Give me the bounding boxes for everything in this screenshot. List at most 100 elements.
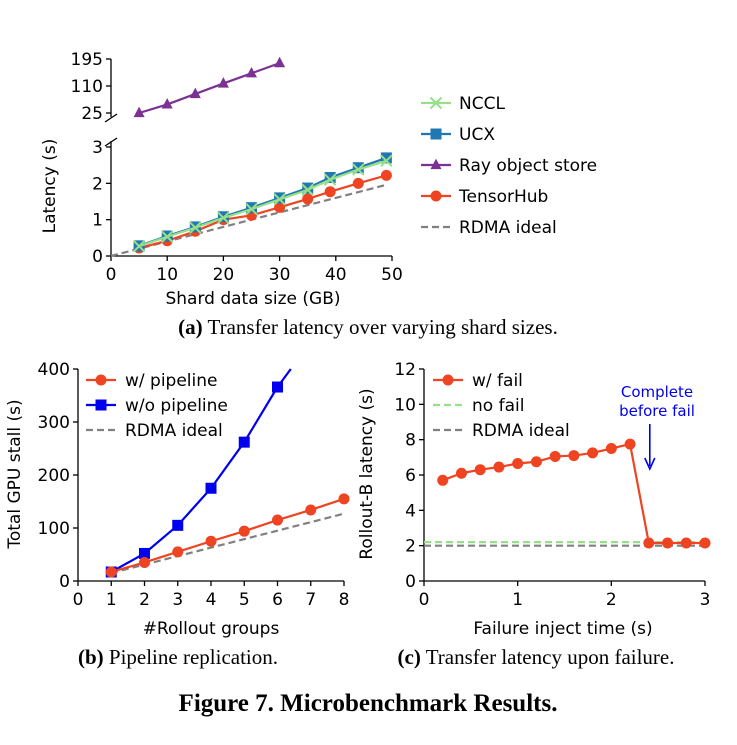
panel-a-xlabel: Shard data size (GB) [165, 289, 340, 309]
a-series-tensorhub-point-5 [274, 201, 286, 213]
a-series-tensorhub-point-7 [324, 186, 336, 198]
a-series-nccl-point-6-stroke-2 [301, 183, 314, 197]
b-y-tick-label-200: 200 [38, 466, 70, 486]
a-series-ray-object-store-point-4 [246, 66, 257, 78]
panel-c-xlabel: Failure inject time (s) [473, 619, 652, 639]
panel-b-xlabel: #Rollout groups [143, 619, 280, 639]
a-series-tensorhub-point-8 [352, 177, 364, 189]
panel-a-ticks: 0 10 20 30 40 50 0 1 2 3 25 110 195 [71, 50, 403, 285]
c-series-w-fail-point-11 [643, 537, 655, 549]
a-legend-rdma-ideal-label: RDMA ideal [459, 218, 557, 238]
b-series-w-pipeline-point-1 [139, 556, 150, 568]
a-series-ucx-point-9 [380, 152, 392, 164]
c-y-tick-label-0: 0 [405, 572, 416, 592]
c-series-w-fail-point-10 [624, 438, 636, 450]
panel-c-marks [424, 438, 711, 549]
b-x-tick-label-4: 4 [206, 590, 217, 610]
c-series-w-fail-point-9 [605, 443, 617, 454]
b-x-tick-label-6: 6 [272, 590, 283, 610]
b-series-w-o-pipeline-point-1 [139, 547, 150, 559]
c-series-w-fail-point-6 [549, 450, 561, 462]
b-x-tick-label-7: 7 [305, 590, 316, 610]
b-series-w-pipeline-point-2 [172, 546, 184, 558]
panel-b-legend: w/ pipeline w/o pipeline RDMA ideal [86, 371, 228, 441]
b-series-w-pipeline-line [110, 497, 345, 574]
c-series-w-fail-point-4 [512, 458, 524, 470]
c-series-w-fail-point-12 [662, 537, 674, 549]
b-legend-w-o-pipeline-label: w/o pipeline [125, 396, 228, 416]
b-series-w-pipeline-point-6 [305, 504, 317, 516]
c-y-tick-label-8: 8 [405, 431, 416, 451]
c-x-tick-label-0: 0 [419, 590, 430, 610]
a-y-tick-label-upper-195: 195 [71, 50, 103, 70]
a-series-ucx-point-8 [352, 162, 364, 174]
panel-c-ylabel: Rollout-B latency (s) [357, 388, 377, 559]
b-x-tick-label-1: 1 [106, 590, 117, 610]
panel-b-caption-text: Pipeline replication. [109, 645, 278, 669]
panel-b-caption-label: (b) [78, 645, 104, 669]
b-series-w-o-pipeline-point-5 [272, 381, 283, 393]
c-y-tick-label-12: 12 [394, 360, 416, 380]
a-series-nccl-point-3 [217, 211, 230, 225]
a-series-tensorhub-point-9 [380, 169, 392, 181]
b-x-tick-label-3: 3 [172, 590, 183, 610]
panel-a-caption-text: Transfer latency over varying shard size… [208, 315, 558, 339]
panel-a-legend: NCCL UCX Ray object store TensorHub RDMA ide… [421, 94, 597, 238]
annotation-arrow-head [644, 457, 656, 471]
panel-b-ticks: 0 1 2 3 4 5 6 7 8 0 100 200 300 400 [38, 360, 350, 610]
panel-c-legend: w/ fail no fail RDMA ideal [433, 371, 570, 441]
annotation-line-2: before fail [619, 402, 695, 420]
a-legend-nccl-marker [429, 96, 443, 110]
panel-c-annotation: Complete before fail [619, 383, 695, 471]
panel-a-transfer-latency: Latency (s) Shard data size (GB) 0 10 20 30… [40, 50, 597, 339]
a-series-nccl-point-4-stroke-2 [245, 202, 258, 216]
b-series-w-pipeline-point-4 [238, 525, 250, 537]
a-series-nccl-point-2-stroke-2 [189, 221, 202, 234]
b-x-tick-label-8: 8 [339, 590, 350, 610]
c-series-w-fail-point-5 [530, 456, 542, 468]
a-y-tick-label-0: 0 [92, 247, 103, 267]
a-series-nccl-point-3-stroke-2 [217, 211, 230, 225]
a-series-nccl-point-9 [380, 154, 393, 168]
c-legend-w-fail-marker [442, 374, 454, 386]
b-x-tick-label-2: 2 [139, 590, 150, 610]
a-series-ucx-point-4 [246, 202, 257, 214]
c-series-w-fail-point-0 [437, 474, 449, 486]
panel-a-caption: (a) Transfer latency over varying shard … [178, 315, 558, 339]
c-series-w-fail-point-13 [680, 537, 692, 549]
b-series-rdma-ideal-line [110, 512, 345, 575]
a-series-nccl-point-0 [132, 239, 146, 253]
c-series-w-fail-point-7 [568, 450, 580, 462]
a-series-nccl-line [138, 159, 387, 248]
c-y-tick-label-4: 4 [405, 501, 416, 521]
panel-a-marks [110, 56, 393, 258]
panel-a-ylabel: Latency (s) [40, 139, 60, 234]
panel-a-caption-label: (a) [178, 315, 203, 339]
b-series-w-pipeline-point-3 [205, 535, 217, 547]
a-y-tick-label-upper-25: 25 [81, 104, 103, 124]
b-y-tick-label-300: 300 [38, 413, 70, 433]
a-series-nccl-point-9-stroke-2 [380, 154, 393, 168]
a-series-tensorhub-point-6 [302, 193, 314, 205]
panel-c-caption-label: (c) [398, 645, 421, 669]
a-x-tick-label-10: 10 [156, 265, 178, 285]
a-series-ucx-point-5 [274, 192, 286, 204]
a-series-nccl-point-4 [245, 202, 258, 216]
a-legend-tensorhub-marker [430, 190, 442, 202]
a-legend-nccl-label: NCCL [459, 94, 505, 114]
a-series-ray-object-store-line [138, 62, 280, 115]
a-series-nccl-point-5 [273, 193, 286, 206]
a-series-ucx-point-7 [324, 172, 336, 184]
c-y-tick-label-6: 6 [405, 466, 416, 486]
b-legend-w-o-pipeline-marker [95, 399, 107, 411]
b-x-tick-label-0: 0 [73, 590, 84, 610]
a-series-ray-object-store-point-0 [133, 106, 145, 118]
b-series-w-pipeline-point-0 [105, 566, 117, 578]
c-legend-no-fail-label: no fail [472, 396, 524, 416]
a-series-nccl-point-7 [323, 173, 337, 186]
a-series-nccl-point-5-stroke-2 [273, 193, 286, 206]
figure-title: Figure 7. Microbenchmark Results. [179, 690, 558, 717]
